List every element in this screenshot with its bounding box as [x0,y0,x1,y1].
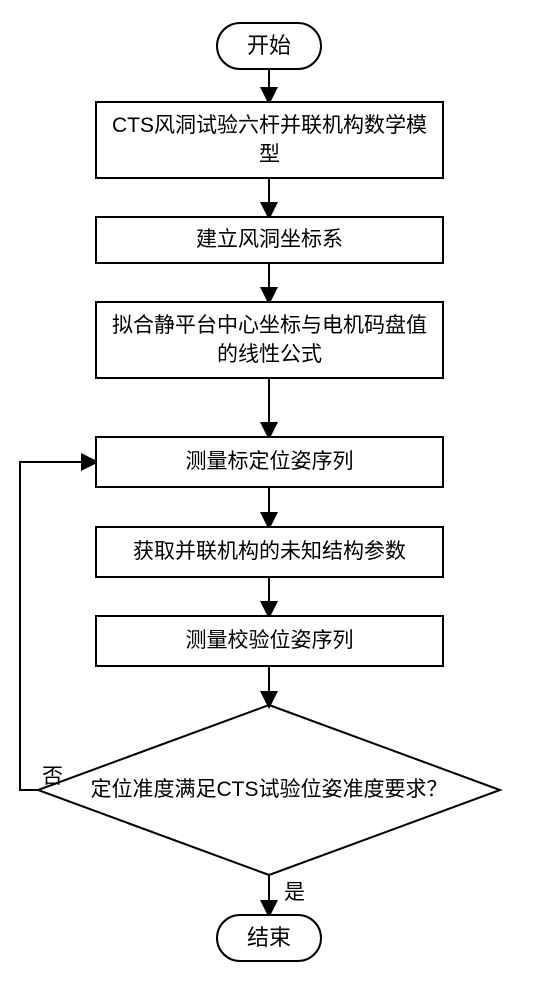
node-label: 结束 [241,921,297,956]
node-label: 获取并联机构的未知结构参数 [127,535,412,568]
process-node: 获取并联机构的未知结构参数 [95,526,444,578]
edge-label: 是 [284,876,305,906]
node-label: 测量标定位姿序列 [180,445,360,478]
node-label: CTS风洞试验六杆并联机构数学模 型 [106,109,433,172]
process-node: CTS风洞试验六杆并联机构数学模 型 [95,101,444,179]
decision-node: 定位准度满足CTS试验位姿准度要求？ [38,705,500,875]
process-node: 测量校验位姿序列 [95,615,444,667]
edge-label: 否 [42,760,63,790]
process-node: 测量标定位姿序列 [95,436,444,488]
node-label: 拟合静平台中心坐标与电机码盘值 的线性公式 [106,309,433,372]
node-label: 开始 [241,29,297,64]
flowchart-canvas: 开始 CTS风洞试验六杆并联机构数学模 型建立风洞坐标系拟合静平台中心坐标与电机码… [0,0,537,1000]
terminator-node: 结束 [216,914,322,962]
node-label: 测量校验位姿序列 [180,624,360,657]
node-label: 建立风洞坐标系 [190,223,349,256]
terminator-node: 开始 [216,22,322,70]
process-node: 建立风洞坐标系 [95,216,444,264]
process-node: 拟合静平台中心坐标与电机码盘值 的线性公式 [95,301,444,379]
decision-label: 定位准度满足CTS试验位姿准度要求？ [85,773,454,806]
